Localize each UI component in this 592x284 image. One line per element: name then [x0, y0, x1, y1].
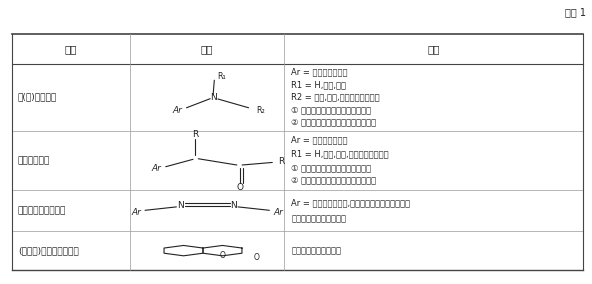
Text: O: O: [236, 183, 243, 192]
Text: R₂: R₂: [256, 106, 265, 114]
Text: 芳胺的酰化物: 芳胺的酰化物: [18, 156, 50, 165]
Text: Ar: Ar: [274, 208, 283, 217]
Text: R: R: [192, 130, 198, 139]
Text: Ar = 芳香环或芳杂环: Ar = 芳香环或芳杂环: [291, 68, 348, 77]
Text: N: N: [230, 201, 237, 210]
Text: Ar: Ar: [131, 208, 141, 217]
Text: ① 邻位双取代或邻位有酸基取代；: ① 邻位双取代或邻位有酸基取代；: [291, 105, 371, 114]
Text: 芳基取代的偶氮化物: 芳基取代的偶氮化物: [18, 206, 66, 215]
Text: O: O: [220, 251, 226, 260]
Text: ① 邻位双取代或邻位有酸基取代；: ① 邻位双取代或邻位有酸基取代；: [291, 163, 371, 172]
Text: ② 与氨基相同的芳环上有磺酸基取代: ② 与氨基相同的芳环上有磺酸基取代: [291, 118, 377, 127]
Text: R2 = 甲基,乙基,但以下情况除外：: R2 = 甲基,乙基,但以下情况除外：: [291, 93, 380, 102]
Text: 结构: 结构: [201, 44, 214, 54]
Text: ② 与氨基相同的芳环上有磺酸基取代: ② 与氨基相同的芳环上有磺酸基取代: [291, 177, 377, 186]
Text: 备注: 备注: [427, 44, 440, 54]
Text: 含有该结构的任何物质: 含有该结构的任何物质: [291, 246, 341, 255]
Text: N: N: [177, 201, 184, 210]
Text: R1 = H,甲基,乙基,但以下情况除外：: R1 = H,甲基,乙基,但以下情况除外：: [291, 149, 389, 158]
Text: Ar: Ar: [152, 164, 162, 174]
Text: R: R: [278, 157, 284, 166]
Text: Ar = 芳香环或芳杂环: Ar = 芳香环或芳杂环: [291, 135, 348, 144]
Text: O: O: [253, 253, 259, 262]
Text: (呋喃并)香豆素类衍生物: (呋喃并)香豆素类衍生物: [18, 246, 79, 255]
Text: 续表 1: 续表 1: [565, 7, 586, 17]
Text: Ar: Ar: [173, 106, 182, 114]
Text: N: N: [210, 93, 217, 102]
Text: 名称: 名称: [65, 44, 78, 54]
Text: Ar = 芳香环或芳杂环,与偶氮基相连的芳环上同时: Ar = 芳香环或芳杂环,与偶氮基相连的芳环上同时: [291, 199, 410, 208]
Text: 单(双)取代芳胺: 单(双)取代芳胺: [18, 93, 57, 102]
Text: R1 = H,甲基,乙基: R1 = H,甲基,乙基: [291, 80, 346, 89]
Text: 有磺酸基取代的情况除外: 有磺酸基取代的情况除外: [291, 214, 346, 223]
Text: R₁: R₁: [217, 72, 226, 81]
